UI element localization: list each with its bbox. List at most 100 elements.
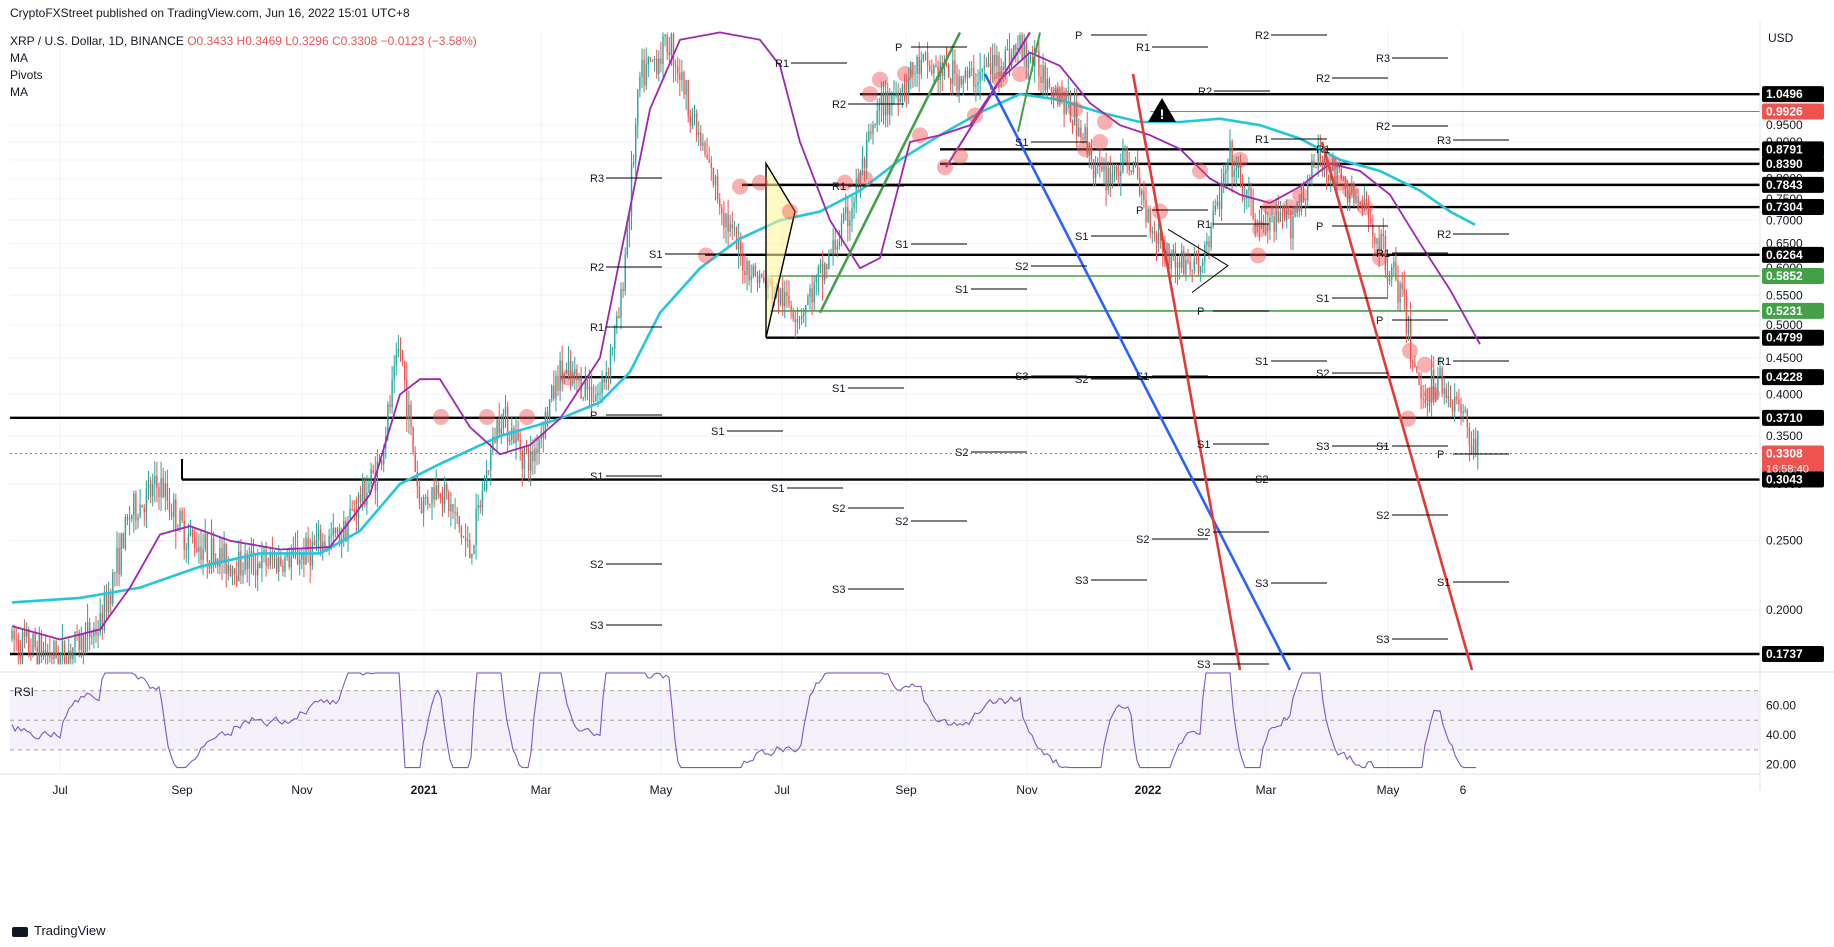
candle-body xyxy=(1275,211,1277,232)
candle-body xyxy=(183,520,185,550)
candle-body xyxy=(842,212,845,222)
candle-body xyxy=(658,58,660,75)
candle-body xyxy=(964,70,967,79)
candle-body xyxy=(889,104,891,115)
candle-body xyxy=(1231,141,1233,178)
candle-body xyxy=(813,282,815,303)
candle-body xyxy=(315,540,318,546)
price-axis-tick: 0.6500 xyxy=(1766,236,1803,250)
candle-body xyxy=(420,501,423,514)
candle-body xyxy=(721,207,723,213)
candle-body xyxy=(433,487,435,500)
time-axis-tick: Mar xyxy=(531,783,552,797)
candle-body xyxy=(1008,48,1011,67)
candle-body xyxy=(845,207,847,213)
pivot-label: S1 xyxy=(1136,371,1149,383)
candle-body xyxy=(1235,168,1237,171)
candle-body xyxy=(1252,197,1254,220)
candle-body xyxy=(483,489,486,492)
candle-body xyxy=(313,541,316,546)
candle-body xyxy=(345,520,347,542)
candle-body xyxy=(225,543,227,574)
candle-body xyxy=(1065,93,1067,114)
candle-body xyxy=(362,479,364,503)
highlight-circle xyxy=(782,203,798,220)
candle-body xyxy=(784,292,786,307)
time-axis-tick: Jul xyxy=(774,783,789,797)
candle-body xyxy=(712,167,715,186)
highlight-circle xyxy=(1372,250,1388,267)
candle-body xyxy=(282,565,284,572)
indicator-pivots[interactable]: Pivots xyxy=(10,68,43,82)
pivot-label: S2 xyxy=(1255,474,1268,486)
candle-body xyxy=(1399,283,1401,303)
candle-body xyxy=(191,530,194,537)
candle-body xyxy=(763,276,765,282)
candle-body xyxy=(1019,35,1021,48)
candle-body xyxy=(954,60,956,74)
ohlc-values: O0.3433 H0.3469 L0.3296 C0.3308 −0.0123 … xyxy=(187,34,477,48)
candle-body xyxy=(798,319,801,321)
candle-body xyxy=(72,647,74,660)
candle-body xyxy=(1351,186,1353,193)
candle-body xyxy=(708,159,710,163)
pivot-label: P xyxy=(590,410,597,422)
candle-body xyxy=(82,634,85,654)
candle-body xyxy=(275,558,278,573)
candle-body xyxy=(1246,189,1248,199)
candle-body xyxy=(719,199,721,208)
pivot-label: S2 xyxy=(590,559,603,571)
candle-body xyxy=(278,556,280,573)
pivot-label: R1 xyxy=(775,58,789,70)
candle-body xyxy=(1067,92,1069,94)
indicator-ma-1[interactable]: MA xyxy=(10,51,28,65)
candle-body xyxy=(1290,210,1292,239)
time-axis-tick: 6 xyxy=(1460,783,1467,797)
candle-body xyxy=(1183,250,1185,274)
candle-body xyxy=(1185,259,1187,274)
candle-body xyxy=(89,622,91,637)
candle-body xyxy=(133,493,135,516)
candle-body xyxy=(618,316,620,319)
symbol-name[interactable]: XRP / U.S. Dollar, 1D, BINANCE xyxy=(10,34,184,48)
candle-body xyxy=(649,57,652,60)
candle-body xyxy=(1105,166,1107,191)
candle-body xyxy=(265,550,267,566)
pivot-label: R1 xyxy=(1136,42,1150,54)
indicator-ma-2[interactable]: MA xyxy=(10,85,28,99)
candle-body xyxy=(383,448,385,465)
candle-body xyxy=(26,629,28,637)
candle-body xyxy=(128,519,131,521)
candle-body xyxy=(280,556,282,566)
candle-body xyxy=(929,65,931,71)
candle-body xyxy=(758,274,761,284)
candle-body xyxy=(1292,216,1294,239)
candle-body xyxy=(359,494,362,503)
candle-body xyxy=(1120,171,1122,176)
candle-body xyxy=(240,551,242,576)
pivot-label: R2 xyxy=(832,99,846,111)
price-axis-tick: 0.3500 xyxy=(1766,429,1803,443)
pivot-label: S1 xyxy=(895,239,908,251)
highlight-circle xyxy=(1097,113,1113,130)
candle-body xyxy=(513,428,515,444)
candle-body xyxy=(84,632,87,654)
candle-body xyxy=(202,549,204,560)
candle-body xyxy=(1004,50,1006,71)
candle-body xyxy=(1078,127,1080,137)
highlight-circle xyxy=(1322,155,1338,172)
candle-body xyxy=(681,72,683,81)
rsi-pane: RSI 60.00 40.00 20.00 xyxy=(0,671,1834,772)
candle-body xyxy=(910,62,912,78)
footer-brand[interactable]: TradingView xyxy=(34,923,106,938)
candle-body xyxy=(1115,166,1118,172)
pivot-label: R1 xyxy=(832,181,846,193)
candle-body xyxy=(729,224,731,232)
symbol-line: XRP / U.S. Dollar, 1D, BINANCE O0.3433 H… xyxy=(10,34,477,48)
candle-body xyxy=(1281,212,1284,214)
candle-body xyxy=(563,373,565,379)
highlight-circle xyxy=(1052,86,1068,103)
candle-body xyxy=(1038,50,1040,77)
highlight-circle xyxy=(992,71,1008,88)
